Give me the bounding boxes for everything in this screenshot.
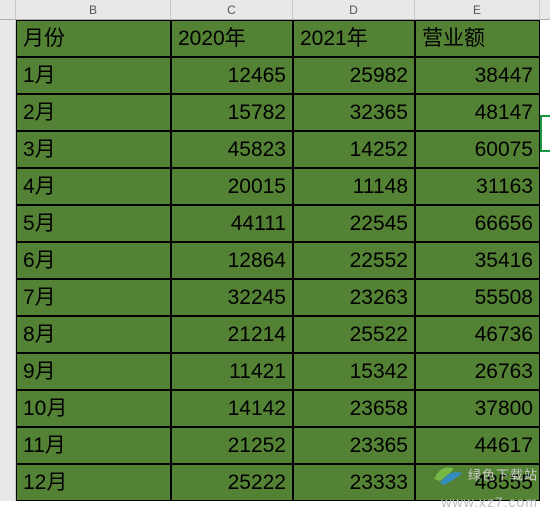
table-header-row: 月份 2020年 2021年 营业额 [0,20,550,57]
cell-year1[interactable]: 44111 [171,205,293,242]
cell-year1[interactable]: 11421 [171,353,293,390]
cell-year2[interactable]: 14252 [293,131,415,168]
header-total[interactable]: 营业额 [415,20,540,57]
cell-year1[interactable]: 21252 [171,427,293,464]
cell-total[interactable]: 31163 [415,168,540,205]
cell-year2[interactable]: 23365 [293,427,415,464]
cell-year1[interactable]: 14142 [171,390,293,427]
row-stub [0,94,16,131]
right-gutter [540,20,550,516]
cell-total[interactable]: 35416 [415,242,540,279]
cell-total[interactable]: 38447 [415,57,540,94]
cell-total[interactable]: 44617 [415,427,540,464]
cell-year2[interactable]: 22545 [293,205,415,242]
col-header-C[interactable]: C [171,0,293,19]
cell-year1[interactable]: 21214 [171,316,293,353]
row-stub [0,131,16,168]
col-header-D[interactable]: D [293,0,415,19]
cell-month[interactable]: 2月 [16,94,171,131]
cell-total[interactable]: 55508 [415,279,540,316]
table-row: 4月200151114831163 [0,168,550,205]
table-row: 5月441112254566656 [0,205,550,242]
table-row: 11月212522336544617 [0,427,550,464]
cell-year2[interactable]: 25522 [293,316,415,353]
header-year1[interactable]: 2020年 [171,20,293,57]
row-stub [0,242,16,279]
row-stub [0,168,16,205]
cell-year2[interactable]: 25982 [293,57,415,94]
row-stub [0,205,16,242]
cell-total[interactable]: 46736 [415,316,540,353]
cell-month[interactable]: 6月 [16,242,171,279]
cell-year1[interactable]: 45823 [171,131,293,168]
spreadsheet-grid: 月份 2020年 2021年 营业额 1月1246525982384472月15… [0,20,550,501]
cell-month[interactable]: 7月 [16,279,171,316]
table-row: 1月124652598238447 [0,57,550,94]
cell-month[interactable]: 12月 [16,464,171,501]
cell-month[interactable]: 10月 [16,390,171,427]
cell-total[interactable]: 26763 [415,353,540,390]
row-stub [0,57,16,94]
table-row: 8月212142552246736 [0,316,550,353]
header-year2[interactable]: 2021年 [293,20,415,57]
cell-year2[interactable]: 32365 [293,94,415,131]
cell-year1[interactable]: 25222 [171,464,293,501]
selection-indicator [540,115,550,152]
cell-month[interactable]: 11月 [16,427,171,464]
cell-year2[interactable]: 23658 [293,390,415,427]
table-row: 2月157823236548147 [0,94,550,131]
row-stub [0,279,16,316]
cell-total[interactable]: 48147 [415,94,540,131]
cell-year1[interactable]: 20015 [171,168,293,205]
table-row: 12月252222333348555 [0,464,550,501]
cell-year2[interactable]: 22552 [293,242,415,279]
row-stub [0,390,16,427]
cell-total[interactable]: 66656 [415,205,540,242]
table-row: 7月322452326355508 [0,279,550,316]
col-header-E[interactable]: E [415,0,540,19]
cell-year1[interactable]: 32245 [171,279,293,316]
column-header-row: B C D E [0,0,550,20]
cell-year2[interactable]: 23333 [293,464,415,501]
cell-month[interactable]: 9月 [16,353,171,390]
col-header-B[interactable]: B [16,0,171,19]
cell-year1[interactable]: 15782 [171,94,293,131]
table-row: 10月141422365837800 [0,390,550,427]
table-row: 9月114211534226763 [0,353,550,390]
cell-month[interactable]: 3月 [16,131,171,168]
table-row: 6月128642255235416 [0,242,550,279]
cell-total[interactable]: 37800 [415,390,540,427]
cell-total[interactable]: 48555 [415,464,540,501]
row-stub [0,353,16,390]
cell-total[interactable]: 60075 [415,131,540,168]
cell-month[interactable]: 4月 [16,168,171,205]
cell-year2[interactable]: 23263 [293,279,415,316]
cell-year1[interactable]: 12864 [171,242,293,279]
cell-year2[interactable]: 15342 [293,353,415,390]
row-stub [0,316,16,353]
table-row: 3月458231425260075 [0,131,550,168]
col-header-stub [0,0,16,19]
row-stub [0,427,16,464]
row-stub [0,464,16,501]
row-stub [0,20,16,57]
cell-year1[interactable]: 12465 [171,57,293,94]
cell-month[interactable]: 8月 [16,316,171,353]
header-month[interactable]: 月份 [16,20,171,57]
cell-month[interactable]: 1月 [16,57,171,94]
cell-year2[interactable]: 11148 [293,168,415,205]
cell-month[interactable]: 5月 [16,205,171,242]
